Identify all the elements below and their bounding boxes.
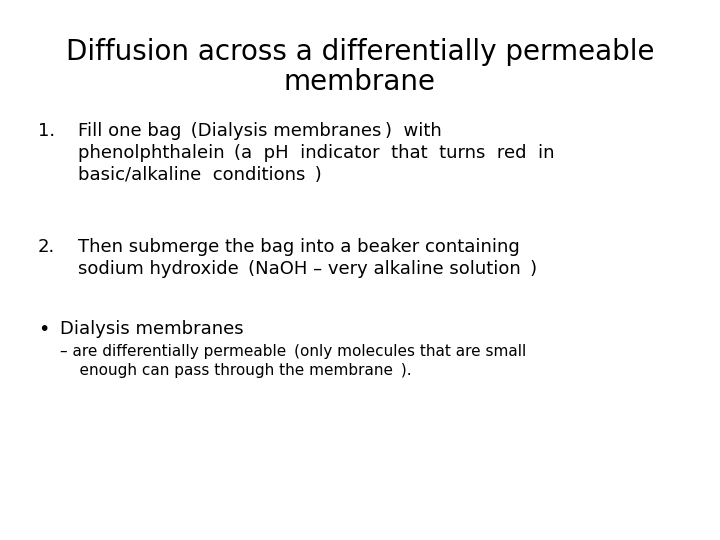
Text: 2.: 2. <box>38 238 55 256</box>
Text: phenolphthalein  (a  pH  indicator  that  turns  red  in: phenolphthalein (a pH indicator that tur… <box>78 144 554 162</box>
Text: basic/alkaline  conditions  ): basic/alkaline conditions ) <box>78 166 322 184</box>
Text: Dialysis membranes: Dialysis membranes <box>60 320 243 338</box>
Text: •: • <box>38 320 50 339</box>
Text: sodium hydroxide  (NaOH – very alkaline solution  ): sodium hydroxide (NaOH – very alkaline s… <box>78 260 537 278</box>
Text: 1.: 1. <box>38 122 55 140</box>
Text: – are differentially permeable  (only molecules that are small: – are differentially permeable (only mol… <box>60 344 526 359</box>
Text: Then submerge the bag into a beaker containing: Then submerge the bag into a beaker cont… <box>78 238 520 256</box>
Text: enough can pass through the membrane  ).: enough can pass through the membrane ). <box>60 363 412 378</box>
Text: Diffusion across a differentially permeable: Diffusion across a differentially permea… <box>66 38 654 66</box>
Text: Fill one bag  (Dialysis membranes )  with: Fill one bag (Dialysis membranes ) with <box>78 122 442 140</box>
Text: membrane: membrane <box>284 68 436 96</box>
